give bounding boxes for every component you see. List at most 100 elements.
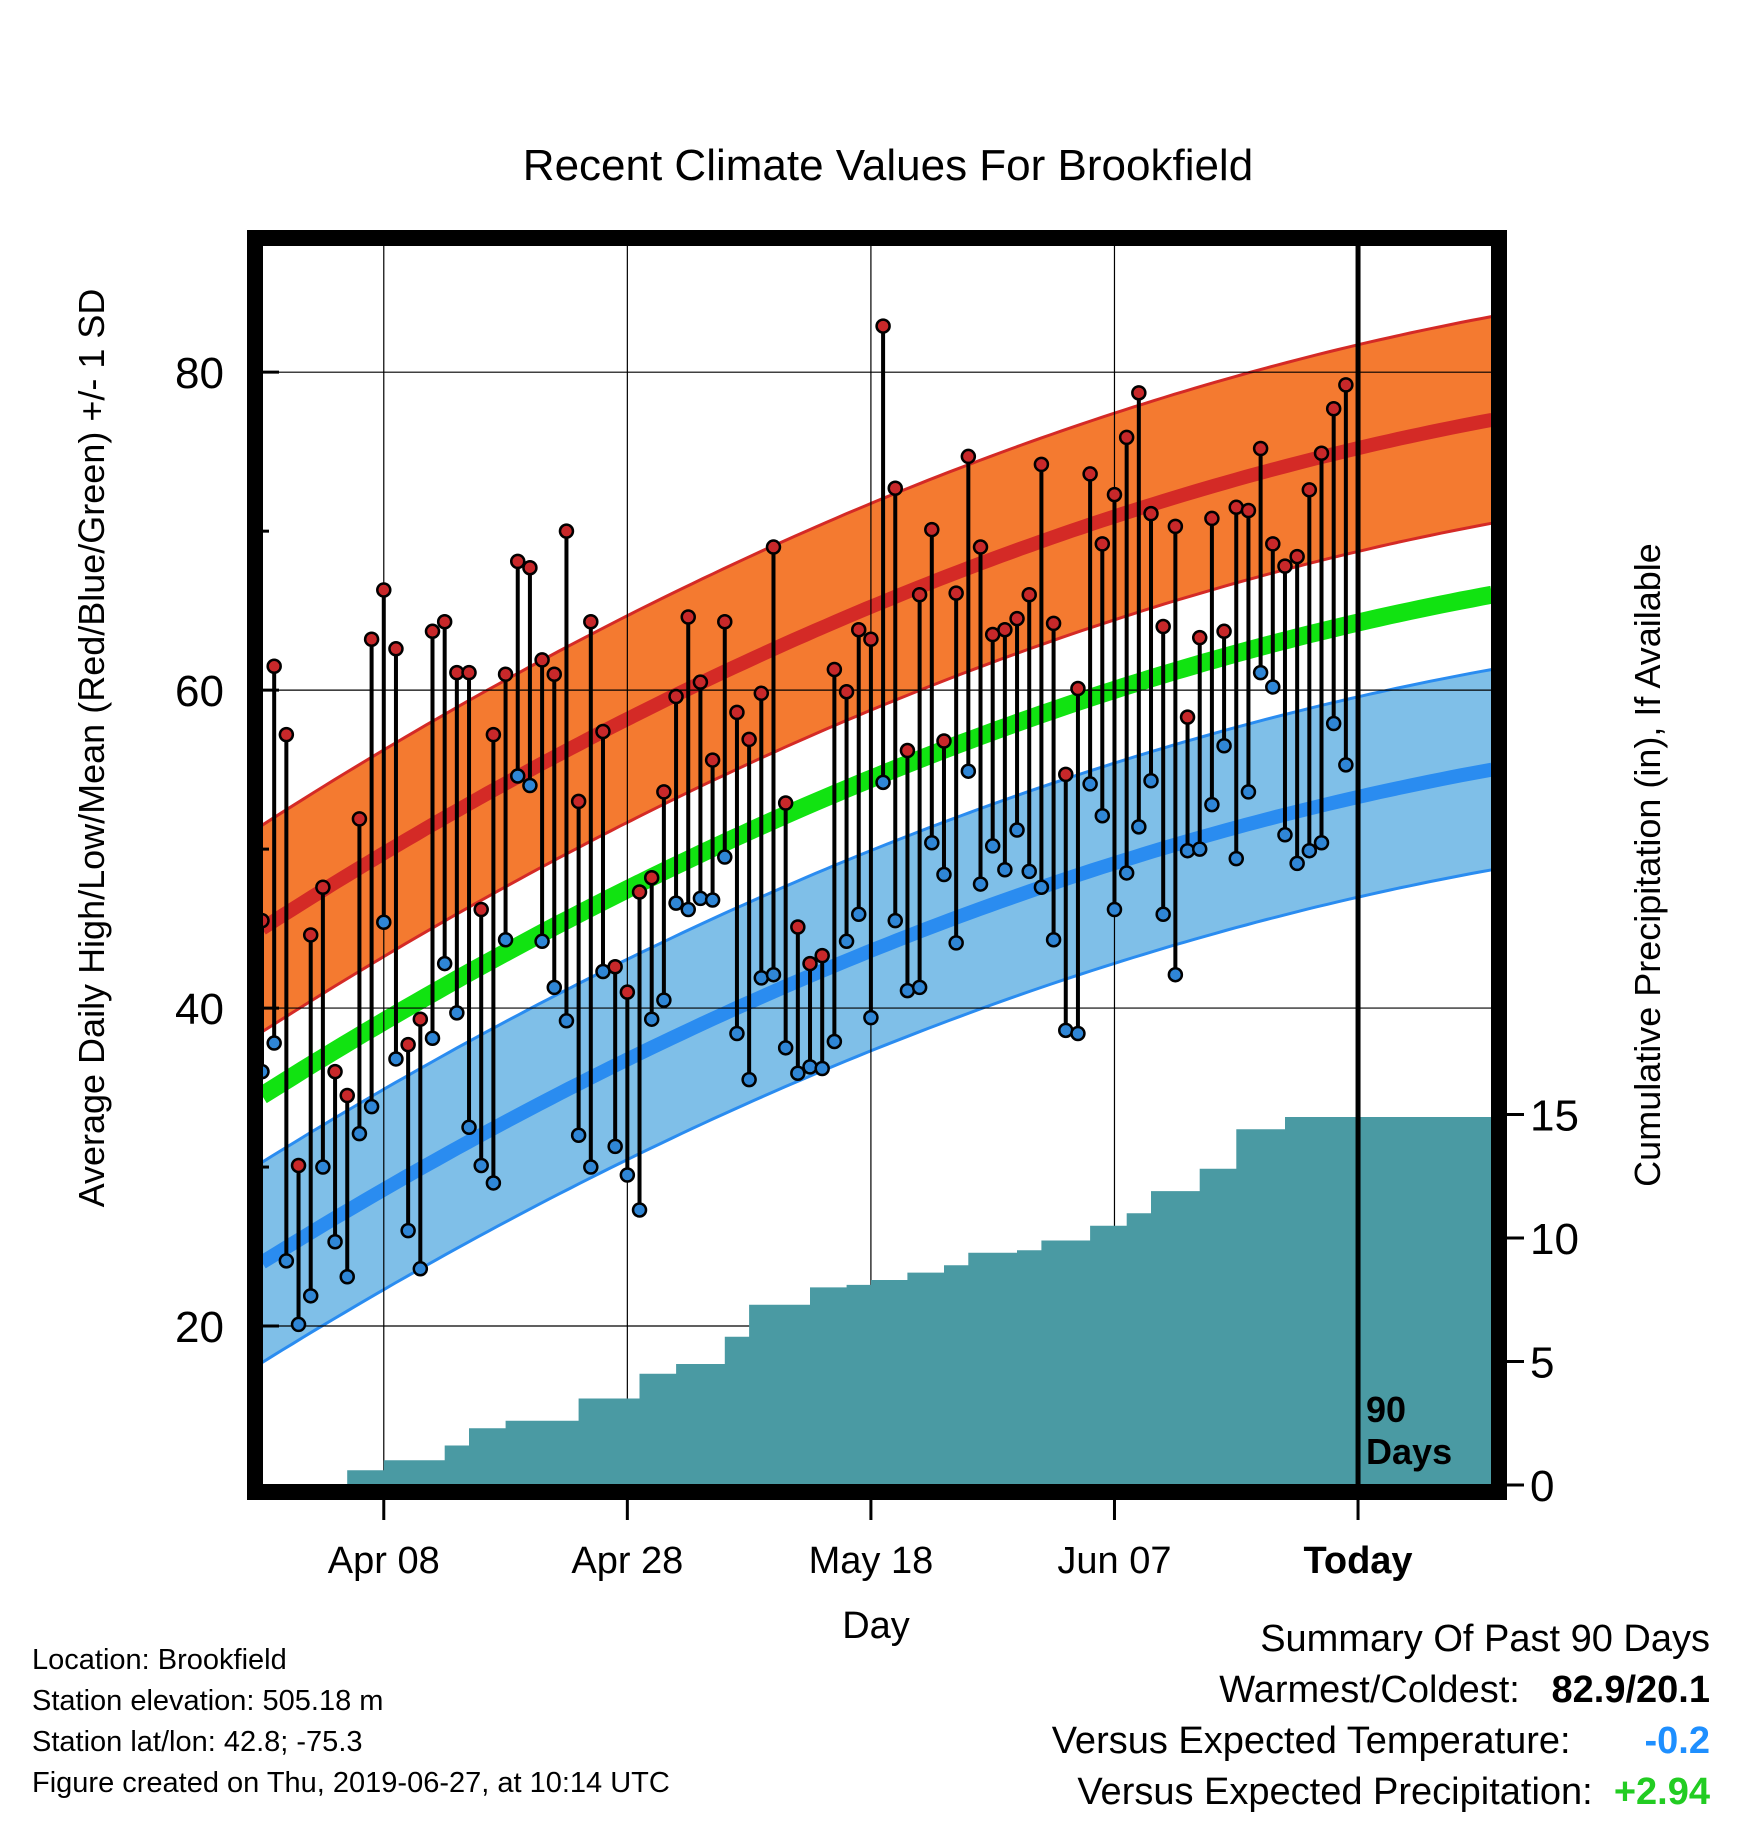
- daily-high-point: [656, 784, 672, 800]
- daily-low-point: [1106, 901, 1123, 918]
- daily-low-point: [936, 866, 952, 883]
- daily-high-point: [266, 658, 282, 675]
- daily-low-point: [887, 912, 904, 929]
- daily-low-point: [717, 849, 733, 865]
- daily-high-point: [765, 539, 782, 555]
- y-tick-label: 80: [175, 349, 224, 398]
- daily-high-point: [1009, 610, 1025, 627]
- daily-high-point: [583, 614, 599, 630]
- daily-high-point: [1131, 385, 1147, 401]
- daily-low-point: [1179, 842, 1196, 859]
- daily-high-point: [509, 553, 526, 570]
- daily-low-point: [1082, 776, 1098, 792]
- daily-high-point: [327, 1063, 343, 1080]
- daily-high-point: [911, 586, 928, 603]
- daily-low-point: [1045, 931, 1062, 948]
- daily-low-point: [315, 1159, 331, 1175]
- daily-low-point: [1240, 784, 1257, 800]
- y-axis-right-label: Cumulative Precipitation (in), If Availa…: [1627, 543, 1668, 1187]
- daily-high-point: [850, 621, 867, 638]
- station-info: Location: Brookfield Station elevation: …: [32, 1640, 670, 1804]
- daily-high-point: [1265, 536, 1281, 552]
- daily-low-point: [704, 892, 721, 908]
- daily-low-point: [351, 1125, 368, 1142]
- daily-low-point: [863, 1009, 879, 1026]
- daily-low-point: [960, 763, 977, 779]
- daily-high-point: [838, 683, 855, 700]
- latlon-text: Station lat/lon: 42.8; -75.3: [32, 1726, 363, 1758]
- x-tick-label: Today: [1303, 1540, 1412, 1582]
- summary-row-precip: Versus Expected Precipitation: +2.94: [1052, 1767, 1710, 1818]
- summary-value: -0.2: [1644, 1720, 1710, 1762]
- daily-low-point: [1301, 842, 1318, 859]
- daily-low-point: [814, 1060, 830, 1077]
- daily-low-point: [643, 1011, 660, 1027]
- daily-low-point: [1216, 738, 1232, 754]
- summary-label: Warmest/Coldest:: [1219, 1669, 1520, 1711]
- daily-low-point: [680, 901, 696, 918]
- daily-low-point: [777, 1040, 794, 1056]
- daily-high-point: [997, 621, 1013, 638]
- daily-high-point: [863, 631, 879, 648]
- daily-high-point: [729, 704, 745, 721]
- daily-low-point: [899, 982, 916, 999]
- daily-high-point: [717, 614, 733, 630]
- summary-title: Summary Of Past 90 Days: [1260, 1618, 1710, 1660]
- daily-high-point: [790, 919, 806, 935]
- daily-high-point: [363, 631, 380, 648]
- daily-low-point: [1228, 850, 1245, 867]
- daily-high-point: [376, 582, 392, 598]
- daily-low-point: [278, 1253, 295, 1269]
- daily-high-point: [741, 731, 757, 748]
- daily-low-point: [302, 1288, 319, 1304]
- daily-low-point: [400, 1222, 416, 1239]
- daily-low-point: [1118, 865, 1135, 881]
- daily-high-point: [522, 559, 538, 576]
- daily-high-point: [388, 641, 404, 657]
- daily-high-point: [436, 614, 453, 630]
- daily-low-point: [619, 1167, 636, 1183]
- window-length-label: Days: [1366, 1431, 1452, 1472]
- daily-high-point: [461, 664, 477, 681]
- daily-low-point: [522, 777, 538, 794]
- plot-frame: [247, 230, 1507, 1500]
- daily-high-point: [278, 726, 295, 743]
- daily-low-point: [1058, 1022, 1074, 1039]
- daily-low-point: [765, 966, 782, 983]
- daily-low-point: [327, 1234, 343, 1250]
- high-upper-edge: [261, 315, 1493, 827]
- daily-low-point: [1033, 879, 1050, 896]
- daily-low-point: [850, 906, 867, 923]
- daily-high-point: [1191, 629, 1208, 646]
- daily-low-point: [741, 1071, 757, 1088]
- daily-high-point: [1021, 586, 1037, 603]
- daily-high-point: [972, 539, 989, 555]
- daily-low-point: [449, 1005, 465, 1021]
- daily-high-point: [1216, 623, 1232, 640]
- daily-high-point: [1313, 445, 1330, 462]
- daily-low-point: [875, 774, 891, 791]
- daily-high-point: [290, 1157, 307, 1174]
- daily-low-point: [424, 1030, 441, 1047]
- daily-high-point: [412, 1011, 429, 1027]
- daily-low-point: [607, 1138, 623, 1155]
- daily-low-point: [631, 1202, 648, 1218]
- y-right-tick-label: 15: [1530, 1092, 1579, 1141]
- y-tick-label: 40: [175, 985, 224, 1034]
- daily-low-point: [1252, 664, 1269, 681]
- daily-high-point: [1045, 615, 1062, 632]
- daily-high-point: [619, 984, 636, 1000]
- daily-low-point: [473, 1157, 489, 1174]
- y-tick-label: 20: [175, 1303, 224, 1352]
- summary-value: +2.94: [1613, 1771, 1710, 1813]
- daily-low-point: [1313, 834, 1330, 851]
- x-axis-label: Day: [842, 1605, 910, 1647]
- daily-high-point: [1301, 482, 1318, 498]
- daily-high-point: [1179, 709, 1196, 725]
- y-axis-label: Average Daily High/Low/Mean (Red/Blue/Gr…: [71, 289, 112, 1208]
- daily-low-point: [668, 895, 684, 911]
- daily-high-point: [826, 661, 843, 678]
- daily-low-point: [412, 1261, 429, 1277]
- daily-high-point: [1106, 486, 1123, 503]
- daily-high-point: [1058, 766, 1074, 783]
